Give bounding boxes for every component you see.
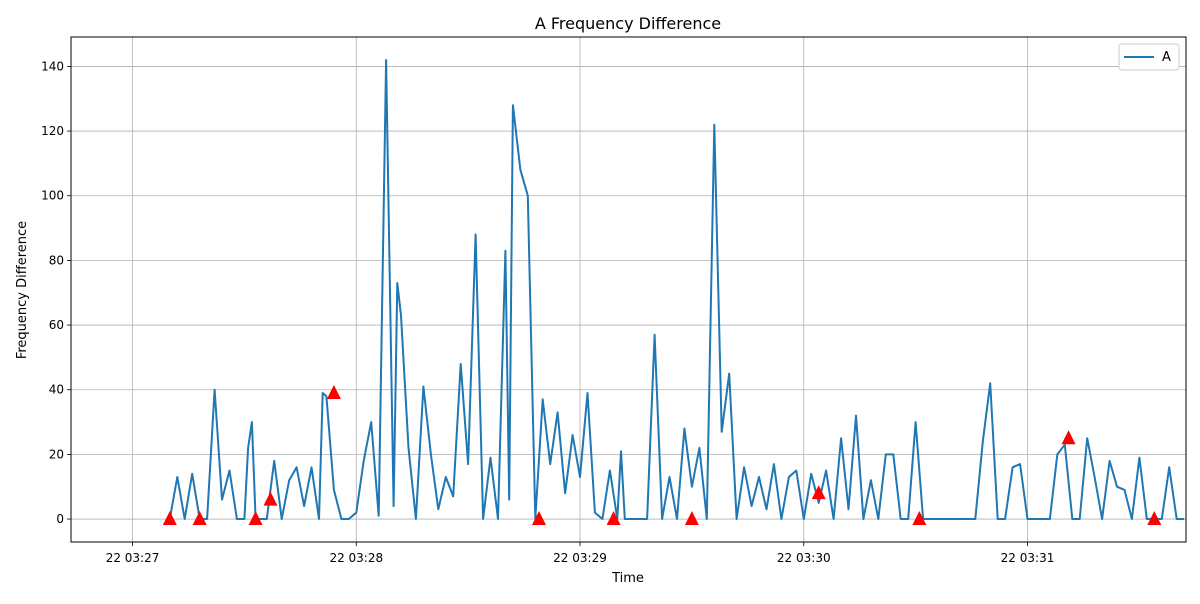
event-marker (912, 511, 927, 526)
event-marker (811, 485, 826, 500)
legend-label: A (1162, 50, 1171, 65)
event-marker (248, 511, 263, 526)
grid (71, 37, 1186, 542)
y-tick-label: 20 (49, 447, 64, 461)
x-tick-label: 22 03:31 (1001, 551, 1055, 565)
y-axis-label: Frequency Difference (15, 221, 30, 359)
x-tick-label: 22 03:29 (553, 551, 607, 565)
chart-title: A Frequency Difference (535, 14, 721, 33)
event-marker (606, 511, 621, 526)
event-marker (1061, 430, 1076, 445)
y-tick-label: 100 (41, 189, 64, 203)
legend: A (1118, 43, 1180, 71)
y-tick-label: 40 (49, 383, 64, 397)
event-marker (192, 511, 207, 526)
event-marker (326, 384, 341, 399)
event-marker (162, 511, 177, 526)
event-marker (1147, 511, 1162, 526)
x-tick-label: 22 03:28 (329, 551, 383, 565)
y-tick-label: 0 (56, 512, 64, 526)
x-axis-label: Time (611, 571, 644, 586)
marker-layer (162, 384, 1162, 526)
event-marker (684, 511, 699, 526)
y-tick-label: 120 (41, 124, 64, 138)
x-tick-label: 22 03:30 (777, 551, 831, 565)
y-tick-label: 60 (49, 318, 64, 332)
series-line-A (168, 59, 1185, 520)
x-tick-label: 22 03:27 (106, 551, 160, 565)
y-tick-label: 80 (49, 253, 64, 267)
series-layer (168, 59, 1185, 520)
plot-frame (70, 36, 1187, 543)
event-marker (532, 511, 547, 526)
y-tick-label: 140 (41, 59, 64, 73)
event-marker (263, 491, 278, 506)
tick-layer: 22 03:27 22 03:28 22 03:29 22 03:30 22 03:31… (41, 59, 1054, 565)
